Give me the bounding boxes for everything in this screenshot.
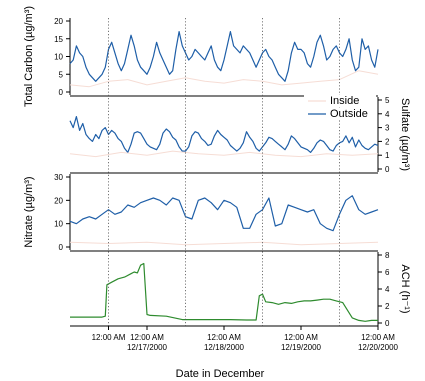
tc-series-inside bbox=[69, 70, 379, 88]
x-tick-date-label: 12/19/2000 bbox=[281, 343, 322, 352]
ach-y-axis-label: ACH (h⁻¹) bbox=[399, 264, 411, 313]
x-tick-label: 12:00 AM bbox=[284, 333, 318, 342]
no3-y-tick-label: 10 bbox=[54, 220, 63, 229]
so4-y-axis-label: Sulfate (µg/m³) bbox=[399, 98, 411, 171]
no3-series-inside bbox=[69, 241, 379, 246]
x-tick-date-label: 12/20/2000 bbox=[358, 343, 399, 352]
panel-so4: 0 1 2 3 4 5 Sulfate (µg/m³) bbox=[69, 96, 411, 174]
so4-y-tick-label: 4 bbox=[385, 110, 390, 119]
x-tick-label: 12:00 AM bbox=[92, 333, 126, 342]
legend-entry-outside: Outside bbox=[330, 108, 368, 120]
so4-series-outside bbox=[69, 116, 379, 153]
legend-bg bbox=[304, 95, 376, 107]
no3-y-tick-label: 20 bbox=[54, 196, 63, 205]
no3-series-outside bbox=[69, 195, 379, 232]
legend-bg bbox=[304, 108, 376, 120]
no3-y-tick-label: 0 bbox=[59, 243, 64, 252]
ach-series-ach bbox=[70, 262, 378, 322]
so4-y-tick-label: 0 bbox=[385, 165, 390, 174]
tc-y-tick-label: 10 bbox=[54, 53, 63, 62]
panel-tc: 0 5 10 15 20 Total Carbon (µg/m³) bbox=[23, 6, 379, 107]
ach-y-tick-label: 0 bbox=[385, 319, 390, 328]
x-tick-label: 12:00 AM bbox=[361, 333, 395, 342]
tc-y-tick-label: 20 bbox=[54, 17, 63, 26]
so4-y-tick-label: 5 bbox=[385, 96, 390, 105]
tc-y-tick-label: 15 bbox=[54, 35, 63, 44]
ach-y-tick-label: 4 bbox=[385, 285, 390, 294]
tc-y-axis-label: Total Carbon (µg/m³) bbox=[23, 6, 35, 107]
x-tick-label: 12:00 AM bbox=[130, 333, 164, 342]
so4-y-tick-label: 2 bbox=[385, 137, 390, 146]
so4-series-inside bbox=[69, 150, 379, 158]
legend-entry-inside: Inside bbox=[330, 95, 359, 107]
so4-y-tick-label: 1 bbox=[385, 151, 390, 160]
tc-series-outside bbox=[69, 31, 379, 82]
ach-y-tick-label: 6 bbox=[385, 268, 390, 277]
midnight-gridlines bbox=[108, 18, 340, 326]
no3-y-tick-label: 30 bbox=[54, 173, 63, 182]
x-tick-date-label: 12/18/2000 bbox=[204, 343, 245, 352]
no3-y-axis-label: Nitrate (µg/m³) bbox=[23, 176, 35, 247]
panel-ach: 0 2 4 6 8 ACH (h⁻¹) bbox=[70, 251, 411, 328]
x-axis-label: Date in December bbox=[176, 368, 265, 380]
x-tick-label: 12:00 AM bbox=[207, 333, 241, 342]
x-tick-date-label: 12/17/2000 bbox=[127, 343, 168, 352]
panel-no3: 0 10 20 30 Nitrate (µg/m³) bbox=[23, 173, 379, 252]
ach-y-tick-label: 2 bbox=[385, 302, 390, 311]
ach-y-tick-label: 8 bbox=[385, 251, 390, 260]
tc-y-tick-label: 5 bbox=[59, 70, 64, 79]
so4-y-tick-label: 3 bbox=[385, 124, 390, 133]
tc-y-tick-label: 0 bbox=[59, 88, 64, 97]
